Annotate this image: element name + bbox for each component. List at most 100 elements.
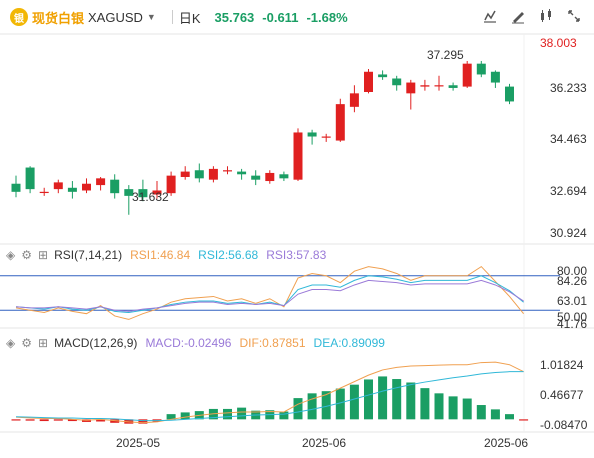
price-change: -0.611 [262, 9, 299, 25]
macd-bar [180, 412, 190, 420]
candle-body [364, 71, 373, 92]
candle-body [307, 132, 317, 137]
candle-body [67, 187, 77, 192]
macd-bar [519, 419, 529, 421]
symbol-code: XAGUSD [88, 9, 143, 25]
candle-body [124, 189, 134, 196]
candle-body [11, 183, 21, 192]
candle-body [392, 78, 402, 86]
period-selector[interactable]: 日K [178, 10, 201, 26]
macd-bar [96, 419, 106, 422]
macd-bar [462, 398, 472, 420]
candle-body [152, 190, 162, 195]
macd-bar [434, 393, 444, 420]
price-axis-tick: 30.924 [550, 226, 587, 240]
candle-body [505, 86, 514, 102]
macd-bar [25, 419, 35, 421]
macd-axis-tick: 1.01824 [540, 358, 584, 372]
dea-value: DEA:0.89099 [313, 336, 385, 350]
candle-body [208, 168, 218, 180]
candle-body [166, 175, 176, 194]
candle-body [25, 167, 35, 190]
candle-body [378, 74, 388, 78]
macd-bar [11, 419, 21, 421]
x-axis-label: 2025-06 [302, 436, 347, 450]
macd-bar [490, 409, 500, 420]
candle-body [138, 189, 148, 198]
price-axis-tick: 38.003 [540, 36, 577, 50]
rsi1-value: RSI1:46.84 [130, 248, 191, 262]
indicator-box-icon[interactable]: ⊞ [38, 248, 49, 262]
candle-body [406, 82, 416, 94]
price-axis-tick: 32.694 [550, 184, 587, 198]
divider [171, 10, 173, 24]
candle-body [237, 171, 247, 175]
macd-axis-tick: 0.46677 [540, 388, 584, 402]
candle-body [82, 183, 91, 191]
high-price-label: 37.295 [427, 48, 464, 62]
candle-body [53, 182, 63, 190]
chart-tools [482, 8, 582, 24]
macd-bar [166, 414, 176, 420]
macd-bar [378, 376, 388, 420]
chart-type-icon[interactable] [538, 8, 554, 24]
macd-bar [392, 379, 402, 420]
indicator-box-icon[interactable]: ⊞ [38, 336, 49, 350]
silver-coin-icon: 银 [10, 8, 28, 26]
rsi-line-rsi3 [15, 279, 524, 312]
macd-bar [406, 382, 416, 420]
rsi-axis-tick: 63.01 [557, 294, 588, 308]
candle-body [335, 104, 345, 141]
candle-body [293, 132, 303, 180]
candle-body [110, 179, 120, 194]
candle-body [251, 175, 261, 180]
rsi-axis-tick: 84.26 [557, 274, 588, 288]
dif-value: DIF:0.87851 [239, 336, 306, 350]
price-change-percent: -1.68% [306, 9, 348, 25]
candle-body [321, 136, 331, 138]
chevron-down-icon: ▼ [146, 12, 156, 22]
macd-value: MACD:-0.02496 [145, 336, 232, 350]
candle-body [194, 170, 204, 179]
collapse-icon[interactable]: ◈ [6, 248, 16, 262]
fullscreen-icon[interactable] [566, 8, 582, 24]
macd-bar [223, 408, 232, 420]
macd-bar [307, 393, 317, 420]
macd-dif-line [15, 361, 524, 424]
settings-icon[interactable]: ⚙ [21, 336, 32, 350]
macd-bar [476, 405, 486, 420]
last-price: 35.763 [214, 9, 255, 25]
rsi-title: RSI(7,14,21) [54, 248, 123, 262]
macd-axis-tick: -0.08470 [540, 418, 588, 432]
candle-body [279, 174, 289, 179]
draw-icon[interactable] [510, 8, 526, 24]
rsi2-value: RSI2:56.68 [198, 248, 259, 262]
collapse-icon[interactable]: ◈ [6, 336, 16, 350]
indicator-icon[interactable] [482, 8, 498, 24]
candle-body [223, 170, 232, 172]
candle-body [265, 172, 275, 182]
x-axis-label: 2025-05 [116, 436, 161, 450]
settings-icon[interactable]: ⚙ [21, 248, 32, 262]
rsi-axis-tick: 50.00 [557, 310, 588, 324]
symbol-name: 现货白银 [32, 10, 85, 26]
price-axis-tick: 34.463 [550, 132, 587, 146]
macd-bar [321, 391, 331, 420]
macd-bar [420, 388, 430, 420]
rsi-axis-tick: 80.00 [557, 264, 588, 278]
macd-bar [293, 398, 303, 420]
rsi-legend: ◈ ⚙ ⊞ RSI(7,14,21) RSI1:46.84 RSI2:56.68… [6, 248, 326, 262]
macd-bar [335, 388, 345, 420]
candle-body [420, 85, 430, 87]
symbol-selector[interactable]: 银 现货白银 XAGUSD ▼ [10, 8, 166, 27]
candle-body [180, 171, 190, 177]
rsi-axis-tick: 41.76 [557, 317, 588, 331]
toolbar: 银 现货白银 XAGUSD ▼ 日K 35.763 -0.611 -1.68% [0, 0, 594, 34]
price-axis-tick: 36.233 [550, 81, 587, 95]
candle-body [349, 93, 359, 107]
candle-body [462, 63, 472, 87]
macd-bar [448, 396, 458, 420]
x-axis-label: 2025-06 [484, 436, 529, 450]
